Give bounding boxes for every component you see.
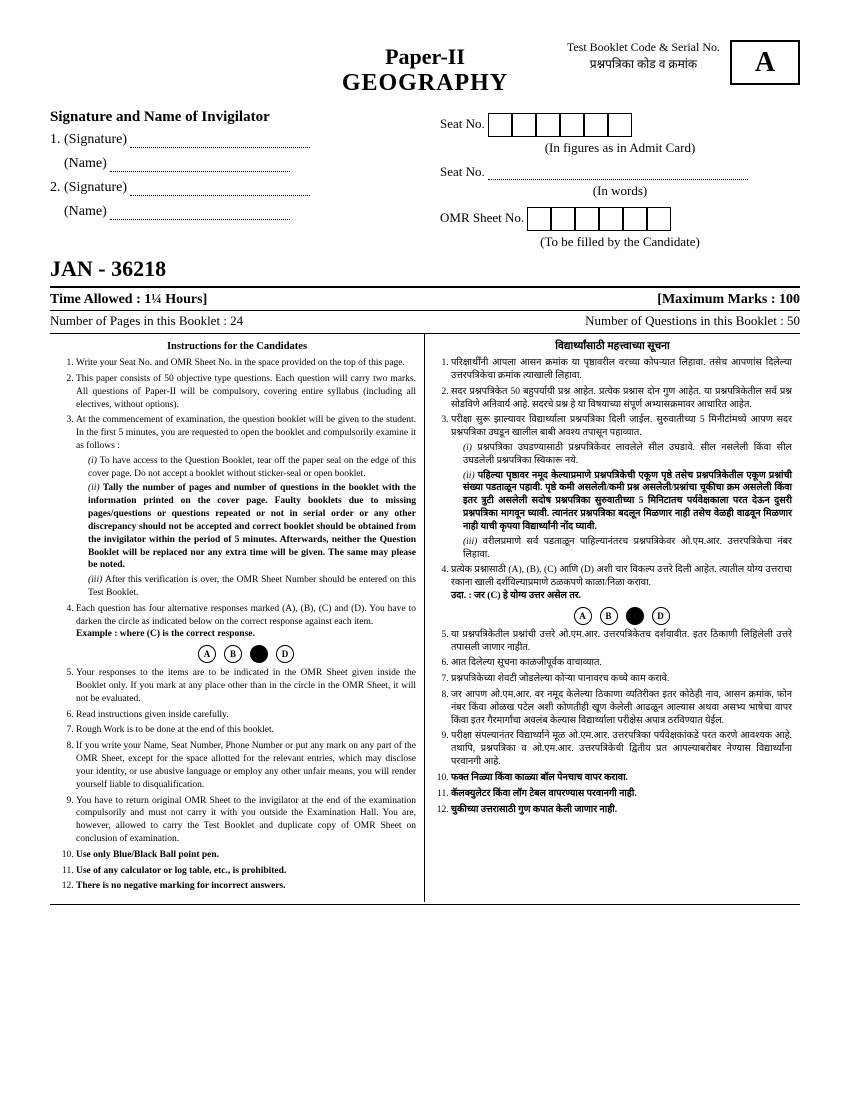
questions-count: Number of Questions in this Booklet : 50: [585, 313, 800, 329]
inst-en-3: At the commencement of examination, the …: [76, 414, 416, 599]
inst-en-8: If you write your Name, Seat Number, Pho…: [76, 740, 416, 791]
opt-c-filled-mr: [626, 607, 644, 625]
inst-mr-3i: प्रश्नपत्रिका उघडण्यासाठी प्रश्नपत्रिकेव…: [463, 442, 792, 468]
inst-mr-11: कॅलक्युलेटर किंवा लॉग टेबल वापरण्यास परव…: [451, 788, 792, 801]
seatno-label: Seat No.: [440, 116, 485, 131]
inst-mr-6: आत दिलेल्या सूचना काळजीपूर्वक वाचाव्यात.: [451, 657, 792, 670]
opt-c-filled: [250, 645, 268, 663]
omr-label: OMR Sheet No.: [440, 210, 524, 225]
candidate-block: Seat No. (In figures as in Admit Card) S…: [440, 109, 800, 250]
example-en: Example : where (C) is the correct respo…: [76, 629, 255, 639]
inst-mr-list: परिक्षार्थींनी आपला आसन क्रमांक या पृष्ठ…: [433, 357, 792, 816]
seatno-boxes[interactable]: [488, 113, 632, 137]
inst-mr-4: प्रत्येक प्रश्नासाठी (A), (B), (C) आणि (…: [451, 564, 792, 624]
inst-mr-9: परीक्षा संपल्यानंतर विद्यार्थ्याने मूळ ओ…: [451, 730, 792, 768]
omr-boxes[interactable]: [527, 207, 671, 231]
inst-en-11: Use of any calculator or log table, etc.…: [76, 865, 416, 878]
inst-en-6: Read instructions given inside carefully…: [76, 709, 416, 722]
code-label: Test Booklet Code & Serial No. प्रश्नपत्…: [567, 40, 720, 72]
fill-note: (To be filled by the Candidate): [440, 234, 800, 250]
inst-en-7: Rough Work is to be done at the end of t…: [76, 724, 416, 737]
opt-a-mr: A: [574, 607, 592, 625]
words-note: (In words): [440, 183, 800, 199]
seatno-words-line[interactable]: [488, 179, 748, 180]
inst-en-title: Instructions for the Candidates: [58, 340, 416, 354]
inst-mr-7: प्रश्नपत्रिकेच्या शेवटी जोडलेल्या कोऱ्या…: [451, 673, 792, 686]
sig2-label: 2. (Signature): [50, 180, 127, 195]
inst-en-2: This paper consists of 50 objective type…: [76, 373, 416, 411]
opt-b-mr: B: [600, 607, 618, 625]
invigilator-block: Signature and Name of Invigilator 1. (Si…: [50, 109, 425, 220]
inst-mr-12: चुकीच्या उत्तरासाठी गुण कपात केली जाणार …: [451, 804, 792, 817]
inst-mr-5: या प्रश्नपत्रिकेतील प्रश्नांची उत्तरे ओ.…: [451, 629, 792, 655]
opt-d: D: [276, 645, 294, 663]
sig1-label: 1. (Signature): [50, 132, 127, 147]
inst-mr-3: परीक्षा सुरू झाल्यावर विद्यार्थ्याला प्र…: [451, 414, 792, 561]
exam-code: JAN - 36218: [50, 256, 800, 282]
time-allowed: Time Allowed : 1¼ Hours]: [50, 292, 207, 308]
code-label-mr: प्रश्नपत्रिका कोड व क्रमांक: [567, 55, 720, 72]
name2-line[interactable]: [110, 219, 290, 220]
inst-mr-8: जर आपण ओ.एम.आर. वर नमूद केलेल्या ठिकाणा …: [451, 689, 792, 727]
inst-en-list: Write your Seat No. and OMR Sheet No. in…: [58, 357, 416, 893]
series-code-box: A: [730, 40, 800, 85]
inst-en-3i: To have access to the Question Booklet, …: [88, 455, 416, 481]
instructions-container: Instructions for the Candidates Write yo…: [50, 333, 800, 902]
sig1-line[interactable]: [130, 147, 310, 148]
pages-questions-row: Number of Pages in this Booklet : 24 Num…: [50, 313, 800, 329]
inst-en-9: You have to return original OMR Sheet to…: [76, 795, 416, 846]
subject-name: GEOGRAPHY: [50, 70, 800, 97]
inst-en-5: Your responses to the items are to be in…: [76, 667, 416, 705]
inst-mr-3ii: पहिल्या पृष्ठावर नमूद केल्याप्रमाणे प्रश…: [463, 470, 792, 534]
example-circles-mr: A B D: [451, 607, 792, 625]
inst-mr-3iii: वरीलप्रमाणे सर्व पडताळून पाहिल्यानंतरच प…: [463, 536, 792, 562]
sig-seat-block: Signature and Name of Invigilator 1. (Si…: [50, 109, 800, 250]
figures-note: (In figures as in Admit Card): [440, 140, 800, 156]
sig-title: Signature and Name of Invigilator: [50, 109, 425, 126]
inst-en-3iii: After this verification is over, the OMR…: [88, 574, 416, 600]
inst-en-4: Each question has four alternative respo…: [76, 603, 416, 663]
seatno2-label: Seat No.: [440, 164, 485, 179]
inst-en-10: Use only Blue/Black Ball point pen.: [76, 849, 416, 862]
opt-d-mr: D: [652, 607, 670, 625]
rule-1: [50, 286, 800, 288]
opt-b: B: [224, 645, 242, 663]
rule-bottom: [50, 904, 800, 905]
inst-mr-2: सदर प्रश्नपत्रिकेत 50 बहुपर्यायी प्रश्न …: [451, 386, 792, 412]
example-circles-en: A B D: [76, 645, 416, 663]
pages-count: Number of Pages in this Booklet : 24: [50, 313, 243, 329]
opt-a: A: [198, 645, 216, 663]
sig2-line[interactable]: [130, 195, 310, 196]
example-mr: उदा. : जर (C) हे योग्य उत्तर असेल तर.: [451, 591, 581, 601]
inst-en-3-sub: To have access to the Question Booklet, …: [76, 455, 416, 600]
inst-mr-3-sub: प्रश्नपत्रिका उघडण्यासाठी प्रश्नपत्रिकेव…: [451, 442, 792, 561]
name2-label: (Name): [64, 204, 107, 219]
instructions-english: Instructions for the Candidates Write yo…: [50, 334, 425, 902]
time-marks-row: Time Allowed : 1¼ Hours] [Maximum Marks …: [50, 292, 800, 308]
inst-mr-10: फक्त निळ्या किंवा काळ्या बॉल पेनचाच वापर…: [451, 772, 792, 785]
max-marks: [Maximum Marks : 100: [657, 292, 800, 308]
inst-mr-1: परिक्षार्थींनी आपला आसन क्रमांक या पृष्ठ…: [451, 357, 792, 383]
inst-en-12: There is no negative marking for incorre…: [76, 880, 416, 893]
inst-en-1: Write your Seat No. and OMR Sheet No. in…: [76, 357, 416, 370]
rule-2: [50, 310, 800, 311]
name1-label: (Name): [64, 156, 107, 171]
code-label-en: Test Booklet Code & Serial No.: [567, 40, 720, 55]
inst-mr-title: विद्यार्थ्यांसाठी महत्त्वाच्या सूचना: [433, 340, 792, 354]
inst-en-3ii: Tally the number of pages and number of …: [88, 482, 416, 572]
instructions-marathi: विद्यार्थ्यांसाठी महत्त्वाच्या सूचना परि…: [425, 334, 800, 902]
name1-line[interactable]: [110, 171, 290, 172]
